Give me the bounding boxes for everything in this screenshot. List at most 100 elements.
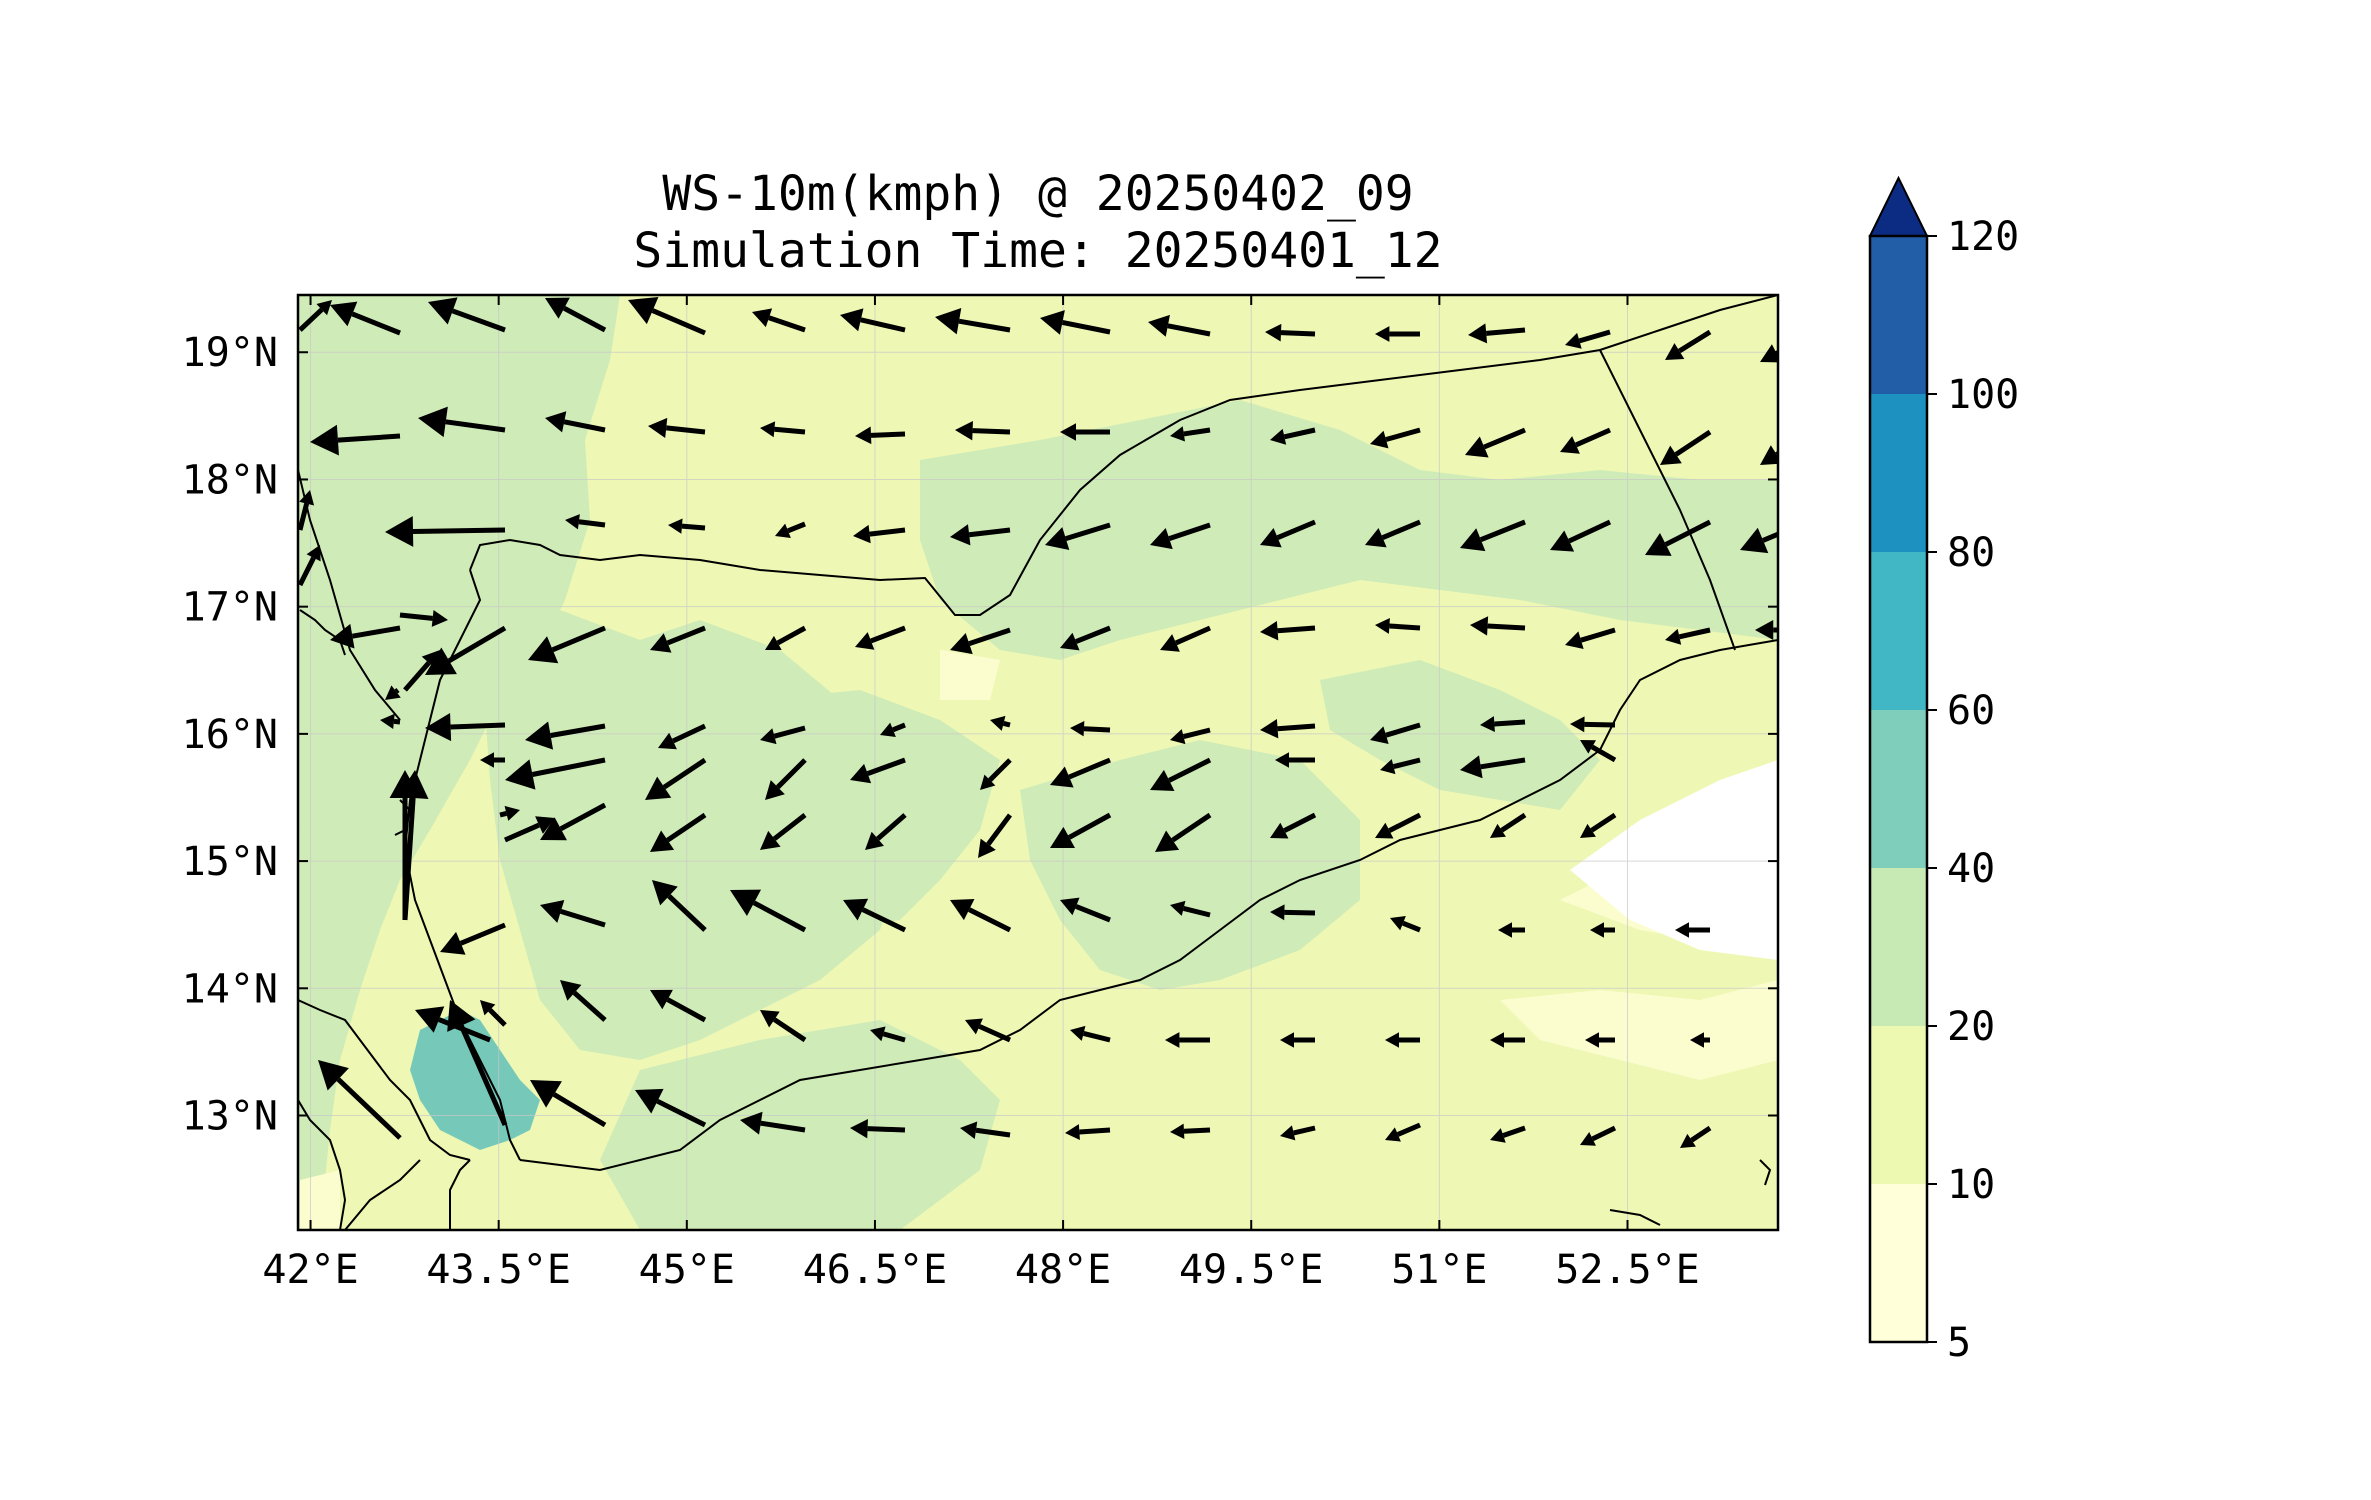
wind-vector-head	[1165, 1032, 1180, 1048]
wind-vector-shaft	[867, 1126, 906, 1133]
wind-vector-shaft	[1487, 623, 1526, 631]
wind-vector-head	[1160, 634, 1180, 652]
wind-vector-shaft	[1480, 757, 1526, 770]
wind-vector-head	[1270, 904, 1285, 921]
wind-vector-head	[425, 647, 457, 675]
wind-vector-head	[978, 838, 996, 858]
wind-vector-head	[1490, 1032, 1504, 1048]
wind-vector-head	[299, 490, 315, 506]
wind-vector-head	[658, 732, 677, 750]
wind-vector-shaft	[1580, 627, 1616, 643]
wind-vector-head	[1150, 528, 1173, 550]
wind-vector-head	[1380, 759, 1396, 775]
y-tick-label: 15°N	[182, 839, 278, 885]
wind-vector-head	[1375, 326, 1390, 342]
wind-vector-head	[1170, 426, 1185, 442]
x-tick-label: 45°E	[639, 1247, 735, 1293]
wind-vector-head	[1468, 323, 1488, 344]
wind-vector-shaft	[671, 723, 707, 744]
wind-vector-head	[760, 830, 781, 850]
y-tick-label: 17°N	[182, 585, 278, 631]
wind-vector-head	[389, 770, 421, 798]
wind-vector-shaft	[968, 527, 1011, 538]
wind-vector-shaft	[1389, 623, 1421, 631]
wind-vector-head	[1280, 1032, 1294, 1048]
wind-vector-head	[1375, 822, 1394, 839]
wind-vector-shaft	[298, 556, 316, 587]
wind-vector-head	[1060, 632, 1080, 651]
wind-vector-head	[318, 1060, 349, 1091]
wind-vector-shaft	[1590, 812, 1617, 833]
wind-vector-head	[425, 712, 452, 742]
wind-vector-shaft	[1283, 812, 1317, 833]
wind-vector-head	[850, 1118, 868, 1139]
wind-vector-head	[1760, 445, 1778, 465]
map-gridlines	[298, 295, 1778, 1230]
speed-field-20-40	[298, 295, 1778, 1230]
wind-vector-head	[668, 518, 683, 534]
x-tick-label: 42°E	[262, 1247, 358, 1293]
wind-vector-head	[316, 300, 332, 316]
wind-vector-shaft	[559, 802, 607, 832]
wind-vector-shaft	[445, 419, 506, 433]
wind-vector-head	[1660, 445, 1682, 465]
wind-vector-head	[1385, 1032, 1399, 1048]
wind-vector-head	[1270, 428, 1287, 445]
wind-vector-shaft	[978, 1024, 1012, 1043]
wind-vector-shaft	[1280, 330, 1316, 337]
wind-vector-shaft	[1486, 327, 1526, 336]
wind-vector-shaft	[1392, 757, 1421, 770]
wind-vector-head	[870, 1026, 886, 1042]
wind-vector-shaft	[1083, 726, 1111, 733]
wind-vector-shaft	[988, 758, 1012, 782]
wind-vector-head	[935, 307, 962, 335]
wind-vector-shaft	[563, 306, 607, 333]
wind-vector-head	[650, 989, 673, 1010]
wind-vector-shaft	[1082, 1030, 1111, 1043]
wind-vector-shaft	[393, 718, 401, 725]
wind-vector-shaft	[1762, 531, 1778, 543]
wind-vector-shaft	[1183, 427, 1211, 437]
wind-vector-shaft	[1494, 719, 1526, 727]
wind-vector-head	[840, 308, 864, 332]
wind-vector-shaft	[451, 308, 506, 333]
y-axis-ticks: 19°N 18°N 17°N 16°N 15°N 14°N 13°N	[182, 330, 1778, 1140]
wind-vector-shaft	[459, 922, 506, 946]
wind-vector-shaft	[1678, 627, 1711, 640]
wind-vector-head	[504, 805, 520, 821]
wind-vector-head	[1390, 916, 1406, 931]
wind-vector-shaft	[1182, 727, 1211, 740]
map-area	[298, 295, 1778, 1230]
colorbar-frame	[1868, 234, 1929, 1344]
colorbar-tick-label: 80	[1947, 530, 1995, 576]
wind-vector-shaft	[1396, 1122, 1421, 1137]
wind-vector-shaft	[1171, 812, 1212, 843]
wind-vector-head	[1045, 527, 1070, 551]
wind-vector-head	[1275, 752, 1289, 768]
wind-vector-shaft	[1075, 904, 1111, 923]
wind-vector-head	[1498, 922, 1512, 938]
wind-vector-shaft	[1293, 1125, 1316, 1136]
wind-vector-shaft	[866, 757, 906, 776]
wind-vector-shaft	[876, 813, 907, 841]
wind-vector-head	[950, 899, 975, 921]
wind-vector-head	[740, 1111, 763, 1135]
wind-vector-shaft	[1174, 625, 1212, 646]
wind-vector-head	[648, 417, 668, 438]
y-tick-label: 19°N	[182, 330, 278, 376]
wind-vector-head	[1480, 716, 1495, 732]
wind-vector-shaft	[1664, 519, 1712, 547]
wind-vector-head	[980, 774, 996, 790]
wind-vector-shaft	[1574, 427, 1612, 448]
y-tick-label: 16°N	[182, 712, 278, 758]
wind-vector-shaft	[861, 907, 907, 933]
wind-vector-head	[760, 728, 777, 745]
wind-vectors	[298, 297, 1778, 1148]
wind-vector-head	[850, 763, 872, 784]
colorbar: 5 10 20 40 60 80 100 120	[1868, 175, 2019, 1366]
wind-vector-head	[635, 1088, 664, 1114]
wind-vector-head	[418, 406, 448, 438]
wind-vector-shaft	[1168, 757, 1212, 783]
wind-vector-head	[1680, 1133, 1696, 1148]
wind-vector-shaft	[1590, 744, 1617, 763]
